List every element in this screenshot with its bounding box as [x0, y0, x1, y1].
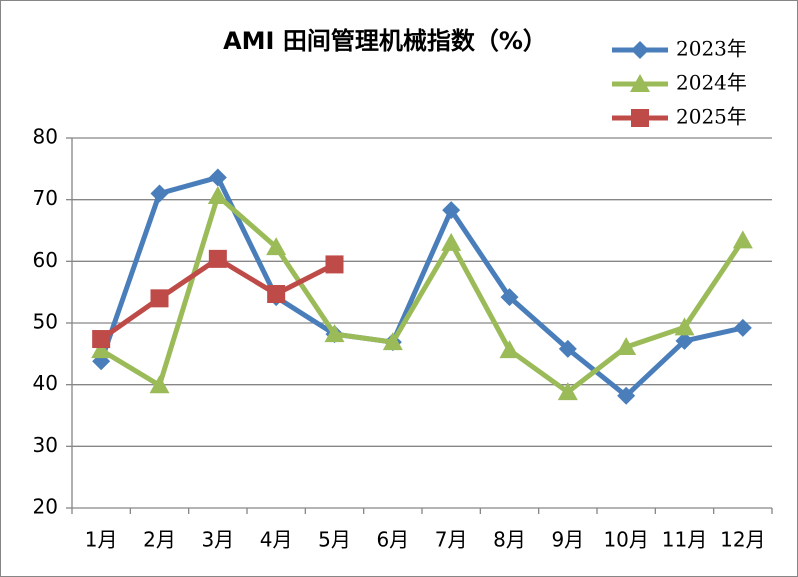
series-marker — [267, 285, 286, 304]
x-tick-label: 12月 — [720, 528, 765, 552]
x-tick-label: 8月 — [493, 528, 526, 552]
legend-label: 2025年 — [676, 105, 747, 129]
series-marker — [325, 255, 344, 274]
legend-label: 2023年 — [676, 37, 747, 61]
legend-label: 2024年 — [676, 71, 747, 95]
series-marker — [499, 340, 520, 359]
legend-marker — [630, 74, 650, 92]
series-marker — [150, 289, 169, 308]
x-tick-label: 1月 — [85, 528, 118, 552]
series-marker — [733, 318, 752, 337]
series-marker — [91, 340, 112, 359]
x-tick-label: 3月 — [201, 528, 234, 552]
x-tick-label: 4月 — [260, 528, 293, 552]
y-tick-label: 70 — [33, 186, 58, 210]
x-tick-label: 5月 — [318, 528, 351, 552]
y-tick-label: 60 — [33, 248, 58, 272]
series-marker — [557, 382, 578, 401]
series-line — [99, 193, 745, 395]
series-marker — [324, 324, 345, 343]
x-tick-label: 6月 — [376, 528, 409, 552]
series-line — [98, 174, 744, 399]
y-tick-label: 30 — [33, 433, 58, 457]
legend-marker — [631, 109, 649, 127]
legend-marker — [631, 41, 649, 59]
series-marker — [732, 230, 753, 249]
y-tick-label: 80 — [33, 125, 58, 149]
series-marker — [382, 332, 403, 351]
y-tick-label: 40 — [33, 371, 58, 395]
x-tick-label: 10月 — [603, 528, 648, 552]
series-marker — [208, 249, 227, 268]
series-marker — [92, 330, 111, 349]
x-tick-label: 9月 — [551, 528, 584, 552]
series-marker — [149, 375, 170, 394]
y-tick-label: 50 — [33, 310, 58, 334]
series-marker — [150, 184, 169, 203]
y-tick-label: 20 — [33, 495, 58, 519]
series-marker — [208, 168, 227, 187]
x-tick-label: 11月 — [662, 528, 707, 552]
series-marker — [674, 317, 695, 336]
series-marker — [442, 201, 461, 220]
series-marker — [617, 386, 636, 405]
x-tick-label: 2月 — [143, 528, 176, 552]
chart-title: AMI 田间管理机械指数（%） — [223, 27, 547, 55]
x-tick-label: 7月 — [435, 528, 468, 552]
series-marker — [441, 232, 462, 251]
series-marker — [266, 237, 287, 256]
series-marker — [675, 331, 694, 350]
series-marker — [616, 337, 637, 356]
series-marker — [207, 185, 228, 204]
series-marker — [558, 339, 577, 358]
series-marker — [500, 288, 519, 307]
